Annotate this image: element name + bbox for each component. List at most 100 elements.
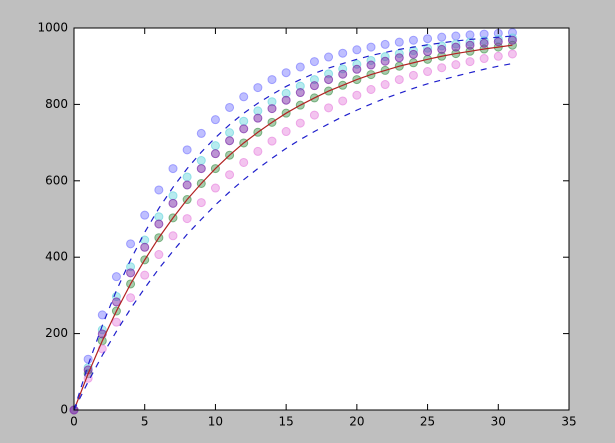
data-point: [394, 37, 404, 47]
data-point: [168, 191, 178, 201]
data-point: [225, 136, 235, 146]
data-point: [493, 51, 503, 61]
data-point: [366, 42, 376, 52]
y-tick-label: 600: [45, 173, 68, 187]
data-point: [394, 53, 404, 63]
data-point: [324, 103, 334, 113]
data-point: [380, 80, 390, 90]
data-point: [437, 44, 447, 54]
data-point: [408, 49, 418, 59]
data-point: [423, 34, 433, 44]
data-point: [225, 102, 235, 112]
data-point: [111, 317, 121, 327]
data-point: [324, 52, 334, 62]
data-point: [267, 75, 277, 85]
data-point: [437, 32, 447, 42]
data-point: [423, 47, 433, 57]
data-point: [196, 164, 206, 174]
data-point: [239, 116, 249, 126]
x-tick-label: 35: [561, 415, 576, 429]
data-point: [338, 48, 348, 58]
data-point: [451, 60, 461, 70]
data-point: [253, 113, 263, 123]
x-tick-label: 25: [420, 415, 435, 429]
data-point: [380, 39, 390, 49]
data-point: [309, 57, 319, 67]
data-point: [338, 69, 348, 79]
series-line: [73, 44, 513, 411]
x-tick-label: 10: [208, 415, 223, 429]
data-point: [451, 42, 461, 52]
plot-area: [74, 28, 569, 410]
data-point: [267, 104, 277, 114]
data-point: [366, 60, 376, 70]
data-point: [168, 231, 178, 241]
data-point: [140, 210, 150, 220]
series-line: [73, 62, 513, 411]
data-point: [281, 95, 291, 105]
data-point: [182, 145, 192, 155]
data-point: [126, 239, 136, 249]
data-point: [126, 268, 136, 278]
data-point: [309, 81, 319, 91]
data-point: [352, 45, 362, 55]
x-tick-label: 20: [349, 415, 364, 429]
data-point: [239, 92, 249, 102]
series-line: [73, 35, 513, 411]
data-point: [210, 149, 220, 159]
data-point: [423, 67, 433, 77]
data-point: [168, 164, 178, 174]
data-point: [479, 54, 489, 64]
data-point: [309, 110, 319, 120]
data-point: [352, 90, 362, 100]
data-point: [295, 62, 305, 72]
y-tick-label: 0: [60, 403, 68, 417]
data-point: [140, 242, 150, 252]
data-point: [338, 96, 348, 106]
data-point: [83, 354, 93, 364]
data-point: [380, 56, 390, 66]
data-point: [126, 293, 136, 303]
data-point: [465, 57, 475, 67]
y-tick-label: 800: [45, 97, 68, 111]
data-point: [225, 170, 235, 180]
data-point: [253, 146, 263, 156]
data-point: [140, 270, 150, 280]
data-point: [465, 40, 475, 50]
data-point: [210, 141, 220, 151]
axes-frame: [73, 27, 570, 411]
data-point: [182, 180, 192, 190]
data-point: [196, 198, 206, 208]
data-point: [295, 118, 305, 128]
data-point: [154, 250, 164, 260]
data-point: [408, 70, 418, 80]
data-point: [394, 75, 404, 85]
data-point: [196, 156, 206, 166]
data-point: [267, 136, 277, 146]
y-tick-label: 1000: [37, 21, 68, 35]
y-tick-label: 200: [45, 326, 68, 340]
data-point: [437, 63, 447, 73]
data-point: [324, 75, 334, 85]
x-tick-label: 5: [141, 415, 149, 429]
data-point: [507, 35, 517, 45]
data-point: [168, 198, 178, 208]
data-point: [295, 88, 305, 98]
data-point: [111, 272, 121, 282]
data-point: [111, 297, 121, 307]
data-point: [154, 219, 164, 229]
data-point: [182, 172, 192, 182]
data-point: [281, 68, 291, 78]
data-point: [493, 37, 503, 47]
x-tick-label: 15: [279, 415, 294, 429]
x-tick-label: 0: [70, 415, 78, 429]
data-point: [352, 64, 362, 74]
data-point: [408, 35, 418, 45]
y-tick-label: 400: [45, 250, 68, 264]
data-point: [507, 49, 517, 59]
data-point: [239, 124, 249, 134]
data-point: [182, 214, 192, 224]
data-point: [281, 127, 291, 137]
